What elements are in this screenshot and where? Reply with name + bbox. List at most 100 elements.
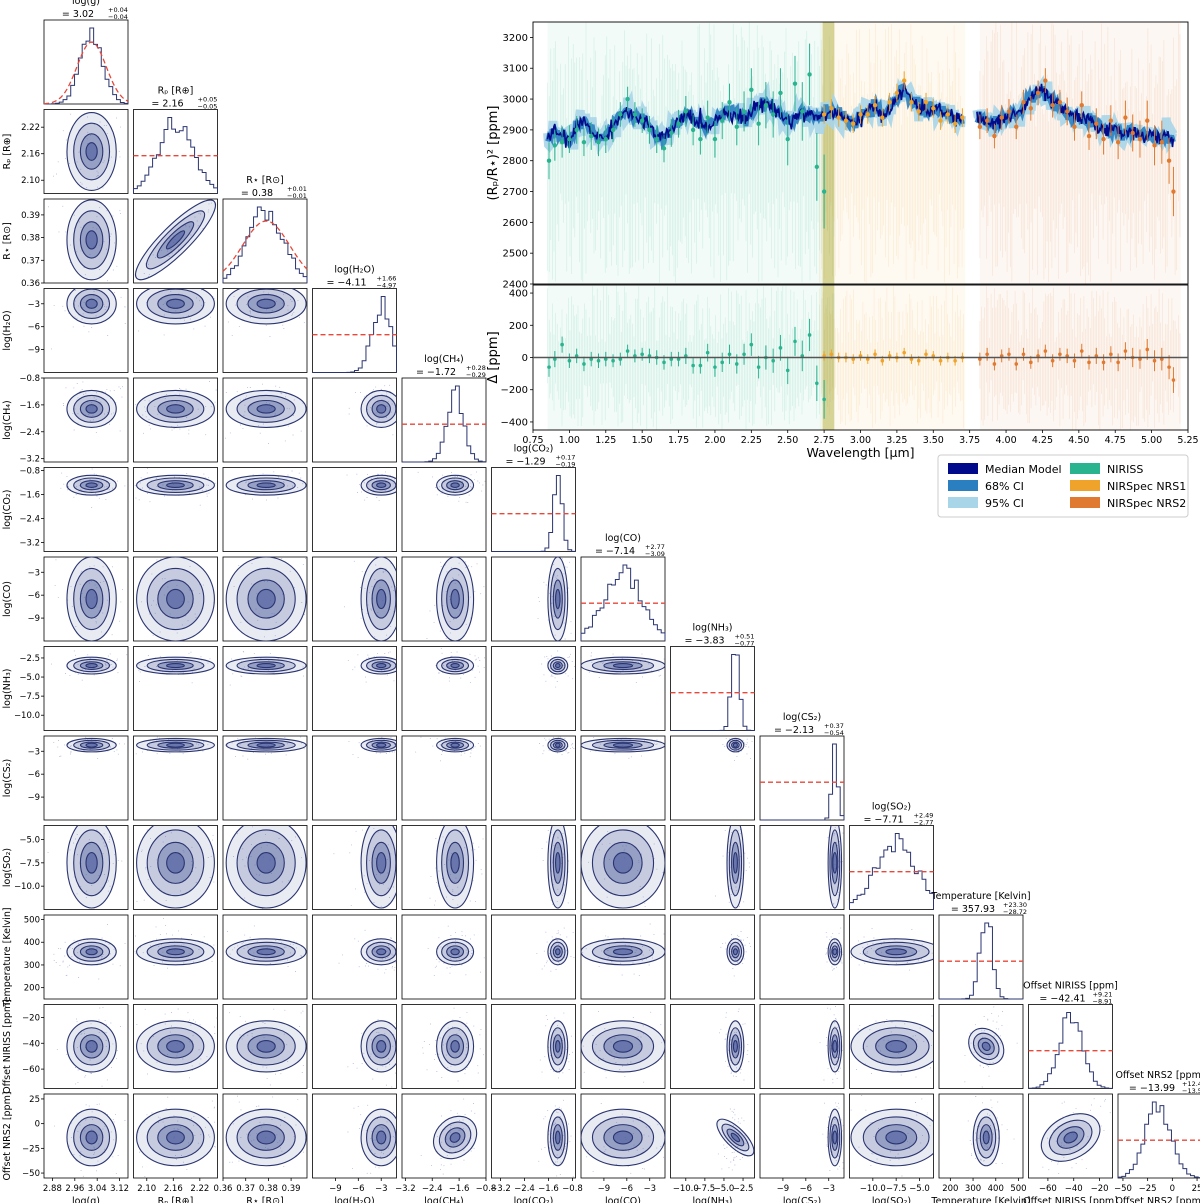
x-tick-label: 2.25 — [741, 435, 762, 446]
data-point — [1171, 189, 1176, 194]
data-point — [574, 127, 579, 133]
corner-cell — [312, 825, 397, 910]
cell-frame — [580, 646, 666, 731]
contour-group — [360, 737, 397, 753]
corner-cell — [759, 914, 845, 1000]
corner-cell: −9 −6 −3 log(CS₂) — [2, 735, 129, 821]
param-err-down: −8.91 — [1093, 998, 1113, 1006]
data-point — [858, 112, 863, 117]
cell-frame — [670, 825, 755, 910]
residual-point — [1145, 347, 1150, 352]
data-point — [821, 112, 827, 117]
param-err-up: +0.51 — [735, 633, 755, 641]
y-tick-label: 25 — [29, 1095, 40, 1105]
x-tick-label: −5.0 — [714, 1184, 735, 1194]
data-point — [1064, 109, 1070, 114]
contour-group — [134, 199, 217, 281]
param-title: log(CO₂) — [514, 444, 554, 455]
residual-point — [749, 342, 754, 347]
param-err-up: +0.37 — [824, 722, 844, 730]
legend: Median Model NIRISS 68% CI NIRSpec NRS1 95% … — [937, 454, 1189, 518]
x-tick-label: −6 — [352, 1184, 365, 1194]
y-tick-label: −0.8 — [19, 467, 40, 477]
data-point — [836, 115, 841, 120]
contour-group — [360, 1108, 397, 1167]
y-tick-label: 2600 — [503, 218, 528, 229]
corner-cell — [849, 914, 934, 1000]
residual-point — [1167, 365, 1171, 369]
data-point — [618, 112, 623, 117]
corner-cell — [133, 1004, 218, 1089]
contour-group — [225, 474, 307, 496]
x-axis-label: log(CH₄) — [424, 1196, 463, 1203]
data-point — [632, 112, 638, 117]
contour-level — [85, 142, 98, 161]
data-point — [603, 136, 608, 142]
residual-series-2 — [978, 338, 1176, 393]
data-point — [720, 118, 725, 123]
spectrum-panel: 2400 2500 2600 2700 2800 2900 3000 3100 3200 (Rₚ/… — [486, 21, 1189, 291]
data-point — [1101, 136, 1106, 142]
x-tick-label: 3.04 — [88, 1184, 107, 1194]
contour-group — [547, 1108, 569, 1167]
param-value: = −1.72 — [416, 367, 456, 378]
contour-group — [360, 938, 397, 966]
band-background — [819, 22, 966, 284]
residual-point — [938, 358, 943, 363]
data-point — [1086, 133, 1092, 139]
x-tick-label: −3 — [822, 1184, 835, 1194]
contour-group — [66, 112, 117, 191]
data-point — [821, 189, 827, 194]
residual-point — [924, 352, 928, 357]
data-point — [705, 115, 710, 120]
x-tick-label: 3.00 — [850, 435, 871, 446]
contour-level — [450, 852, 460, 874]
contour-level — [256, 663, 276, 669]
cell-frame — [312, 288, 397, 373]
param-title: Temperature [Kelvin] — [930, 891, 1030, 902]
data-point — [1006, 109, 1012, 114]
y-tick-label: 2400 — [503, 280, 528, 291]
corner-cell: −60 −40 −20 Offset NIRISS [ppm] — [2, 999, 129, 1094]
contour-group — [66, 825, 117, 909]
corner-cell — [401, 735, 487, 821]
corner-cell — [580, 735, 666, 821]
posterior-histogram — [222, 206, 308, 283]
cell-frame — [133, 467, 218, 552]
x-tick-label: 2.50 — [777, 435, 798, 446]
contour-level — [612, 742, 634, 748]
contour-level — [554, 588, 561, 610]
contour-group — [66, 199, 117, 281]
contour-group — [1040, 1113, 1101, 1162]
param-err-down: −2.77 — [914, 819, 934, 827]
residual-point — [785, 368, 790, 373]
contour-level — [554, 742, 561, 748]
contour-group — [726, 825, 745, 909]
x-tick-label: 0.36 — [214, 1184, 233, 1194]
contour-level — [832, 948, 838, 956]
x-axis-label: Temperature [Kelvin] — [930, 1196, 1030, 1203]
x-tick-label: −3 — [375, 1184, 388, 1194]
data-point — [901, 78, 907, 83]
posterior-histogram — [312, 296, 397, 373]
y-axis-label: Temperature [Kelvin] — [2, 907, 13, 1007]
corner-cell — [491, 556, 576, 642]
corner-cell: R⋆ [R⊙] = 0.38 +0.01−0.01 — [222, 175, 308, 284]
corner-cell: −10.0−7.5−5.0 log(SO₂) — [849, 1093, 934, 1203]
x-tick-label: 2.22 — [190, 1184, 209, 1194]
corner-cell: −9 −6 −3 log(CO) — [2, 556, 129, 642]
residual-point — [1087, 360, 1091, 365]
data-point — [894, 90, 900, 96]
contour-level — [166, 1040, 185, 1053]
cell-frame — [491, 914, 576, 1000]
contour-level — [732, 742, 738, 748]
x-axis-label: log(CS₂) — [783, 1196, 821, 1203]
x-tick-label: −2.5 — [733, 1184, 754, 1194]
residual-point — [771, 358, 775, 363]
y-tick-label: −20 — [22, 1013, 40, 1023]
corner-cell: −10.0 −7.5 −5.0 −2.5 log(NH₃) — [2, 646, 129, 731]
param-err-up: +2.49 — [914, 812, 934, 820]
legend-swatch — [1070, 480, 1100, 491]
x-tick-label: −50 — [1114, 1184, 1132, 1194]
y-tick-label: −3 — [27, 568, 40, 578]
